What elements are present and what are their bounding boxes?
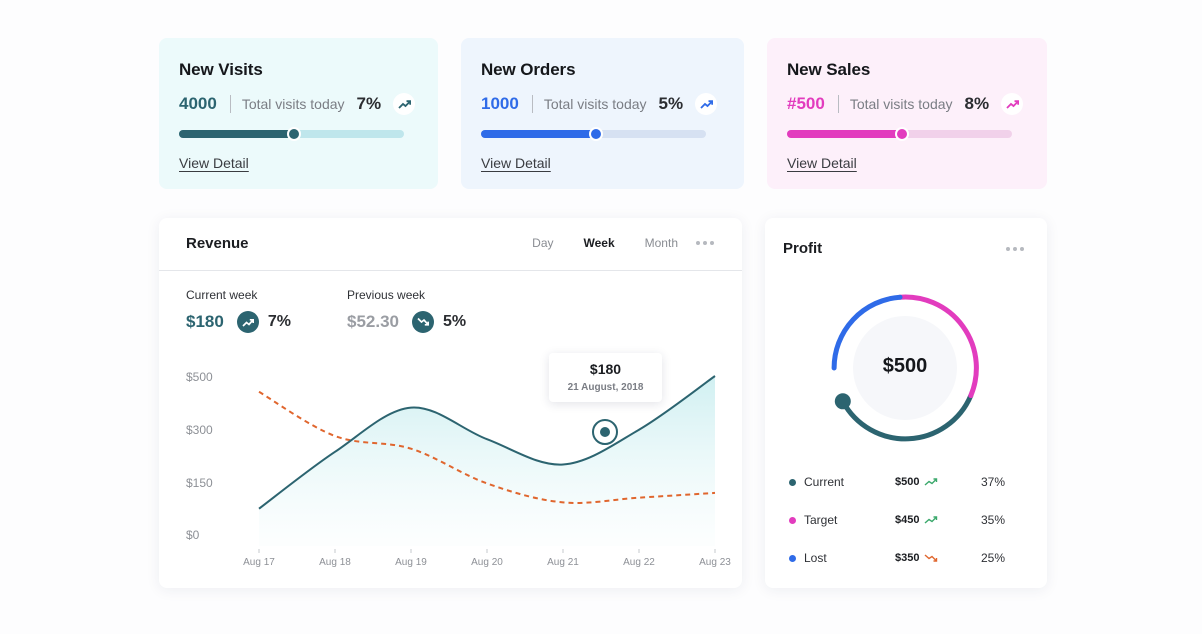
current-week-summary: Current week $180 7%	[186, 288, 291, 333]
trend-up-icon	[236, 311, 259, 333]
legend-dot	[789, 516, 796, 524]
donut-segment-target	[897, 294, 979, 399]
legend-name: Target	[804, 513, 838, 527]
y-tick-label: $0	[186, 528, 200, 542]
card-title: New Visits	[179, 60, 263, 79]
trend-down-icon	[924, 554, 938, 562]
current-week-line	[258, 375, 716, 510]
profit-title: Profit	[783, 240, 823, 257]
view-detail-link[interactable]: View Detail	[787, 155, 857, 171]
trend-up-icon	[1001, 93, 1024, 115]
more-options-icon[interactable]	[696, 241, 714, 245]
stat-label: Total visits today	[849, 96, 953, 112]
revenue-chart: $500 $300 $150 $0 Aug 17 Aug 18 Aug 19 Aug 20 A…	[186, 370, 731, 568]
x-tick-label: Aug 19	[395, 557, 427, 568]
progress-knob[interactable]	[286, 127, 301, 141]
progress-fill	[481, 130, 596, 138]
legend-amount: $500	[895, 476, 920, 488]
current-week-percent: 7%	[267, 313, 291, 330]
tab-week[interactable]: Week	[583, 236, 615, 250]
previous-week-percent: 5%	[443, 313, 467, 330]
legend-dot	[789, 554, 796, 562]
x-tick-label: Aug 20	[471, 557, 503, 568]
trend-up-icon	[924, 516, 938, 524]
divider	[837, 95, 839, 113]
legend-percent: 35%	[980, 513, 1005, 527]
legend-percent: 37%	[980, 475, 1005, 489]
tab-day[interactable]: Day	[532, 236, 554, 250]
profit-donut	[831, 294, 979, 442]
stat-value: 1000	[481, 94, 519, 113]
legend-name: Current	[804, 475, 845, 489]
revenue-card: Revenue Day Week Month Current week $180…	[159, 218, 742, 588]
trend-up-icon	[924, 478, 938, 486]
previous-week-label: Previous week	[347, 288, 426, 302]
current-week-value: $180	[186, 312, 224, 331]
trend-up-icon	[695, 93, 718, 115]
profit-card: Profit $500 Current $500 37% Target $450…	[765, 218, 1047, 588]
view-detail-link[interactable]: View Detail	[179, 155, 249, 171]
sales-progress-bar	[787, 127, 1012, 141]
chart-tooltip: $180 21 August, 2018	[549, 353, 662, 402]
new-orders-card: New Orders 1000 Total visits today 5% Vi…	[461, 38, 744, 189]
x-tick-label: Aug 21	[547, 557, 579, 568]
divider	[229, 95, 231, 113]
donut-center	[853, 316, 957, 420]
progress-fill	[787, 130, 902, 138]
legend-row-lost: Lost $350 25%	[789, 549, 1019, 567]
x-tick-label: Aug 18	[319, 557, 351, 568]
y-tick-label: $500	[186, 370, 213, 384]
orders-progress-bar	[481, 127, 706, 141]
legend-row-target: Target $450 35%	[789, 511, 1019, 529]
y-tick-label: $300	[186, 423, 213, 437]
highlight-point[interactable]	[600, 427, 610, 437]
stat-percent: 7%	[356, 94, 382, 113]
period-tabs: Day Week Month	[502, 236, 714, 250]
new-visits-card: New Visits 4000 Total visits today 7% Vi…	[159, 38, 438, 189]
x-tick-label: Aug 22	[623, 557, 655, 568]
card-title: New Sales	[787, 60, 871, 79]
stat-label: Total visits today	[241, 96, 345, 112]
more-options-icon[interactable]	[1006, 247, 1024, 251]
legend-amount: $450	[895, 514, 920, 526]
stat-value: 4000	[179, 94, 217, 113]
current-week-label: Current week	[186, 288, 258, 302]
previous-week-summary: Previous week $52.30 5%	[347, 288, 466, 333]
trend-down-icon	[412, 311, 434, 333]
stat-percent: 8%	[964, 94, 990, 113]
legend-row-current: Current $500 37%	[789, 473, 1019, 491]
view-detail-link[interactable]: View Detail	[481, 155, 551, 171]
x-tick-label: Aug 23	[699, 557, 731, 568]
legend-dot	[789, 478, 796, 486]
stat-label: Total visits today	[543, 96, 647, 112]
donut-knob[interactable]	[834, 393, 851, 410]
progress-knob[interactable]	[894, 127, 909, 141]
tab-month[interactable]: Month	[644, 236, 678, 250]
revenue-title: Revenue	[186, 235, 249, 252]
current-week-area	[259, 376, 715, 546]
divider	[531, 95, 533, 113]
profit-total: $500	[882, 355, 928, 377]
previous-week-value: $52.30	[347, 312, 399, 331]
progress-knob[interactable]	[588, 127, 603, 141]
trend-up-icon	[393, 93, 416, 115]
legend-percent: 25%	[980, 551, 1005, 565]
donut-segment-current	[840, 393, 974, 442]
visits-progress-bar	[179, 127, 404, 141]
tooltip-date: 21 August, 2018	[567, 382, 644, 393]
legend-name: Lost	[804, 551, 827, 565]
y-tick-label: $150	[186, 476, 213, 490]
donut-segment-lost	[831, 294, 903, 371]
x-tick-label: Aug 17	[243, 557, 275, 568]
legend-amount: $350	[895, 552, 920, 564]
card-title: New Orders	[481, 60, 576, 79]
progress-fill	[179, 130, 294, 138]
revenue-header: Revenue Day Week Month	[159, 218, 742, 271]
stat-value: #500	[787, 94, 825, 113]
tooltip-value: $180	[589, 361, 622, 377]
stat-percent: 5%	[658, 94, 684, 113]
new-sales-card: New Sales #500 Total visits today 8% Vie…	[767, 38, 1047, 189]
